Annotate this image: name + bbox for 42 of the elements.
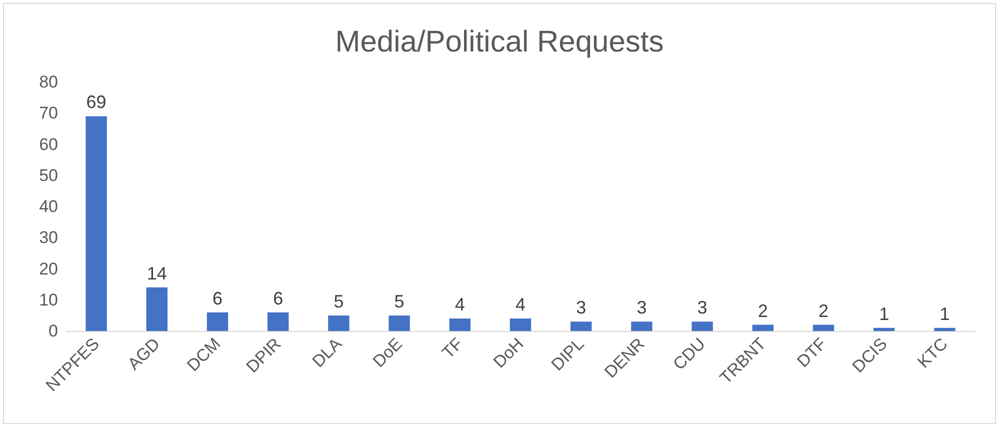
data-label: 1 <box>879 304 890 324</box>
bar <box>510 318 532 331</box>
bar <box>934 328 956 331</box>
bar <box>873 328 895 331</box>
bar <box>631 322 652 331</box>
x-tick-label: TF <box>438 334 467 362</box>
data-label: 14 <box>146 263 167 284</box>
data-label: 2 <box>758 300 768 321</box>
data-label: 2 <box>818 300 829 321</box>
bar <box>812 324 834 331</box>
y-tick-label: 40 <box>39 197 58 216</box>
y-tick-label: 10 <box>39 290 58 310</box>
data-label: 3 <box>576 298 586 318</box>
data-label: 6 <box>212 288 223 308</box>
bar <box>86 116 107 331</box>
data-label: 6 <box>273 288 284 308</box>
bar <box>206 312 228 331</box>
x-tick-label: DLA <box>308 334 346 372</box>
bar <box>449 318 471 331</box>
bar <box>570 322 592 331</box>
bar <box>692 322 713 331</box>
y-tick-label: 60 <box>39 134 58 154</box>
data-label: 5 <box>394 291 404 312</box>
y-tick-label: 50 <box>39 166 58 185</box>
bar <box>388 315 410 331</box>
data-label: 69 <box>86 92 106 112</box>
y-tick-label: 0 <box>48 322 58 340</box>
bar <box>752 324 774 331</box>
data-label: 5 <box>334 291 344 312</box>
bar <box>328 315 350 331</box>
bar <box>267 312 289 331</box>
y-tick-label: 80 <box>39 72 58 92</box>
data-label: 3 <box>697 298 708 318</box>
bar <box>146 287 168 331</box>
data-label: 4 <box>454 294 465 315</box>
y-tick-label: 20 <box>39 259 58 278</box>
data-label: 3 <box>636 298 647 318</box>
chart-title: Media/Political Requests <box>335 26 664 58</box>
data-label: 1 <box>940 304 950 324</box>
data-label: 4 <box>515 294 526 315</box>
y-tick-label: 70 <box>39 104 58 123</box>
y-tick-label: 30 <box>39 228 58 248</box>
